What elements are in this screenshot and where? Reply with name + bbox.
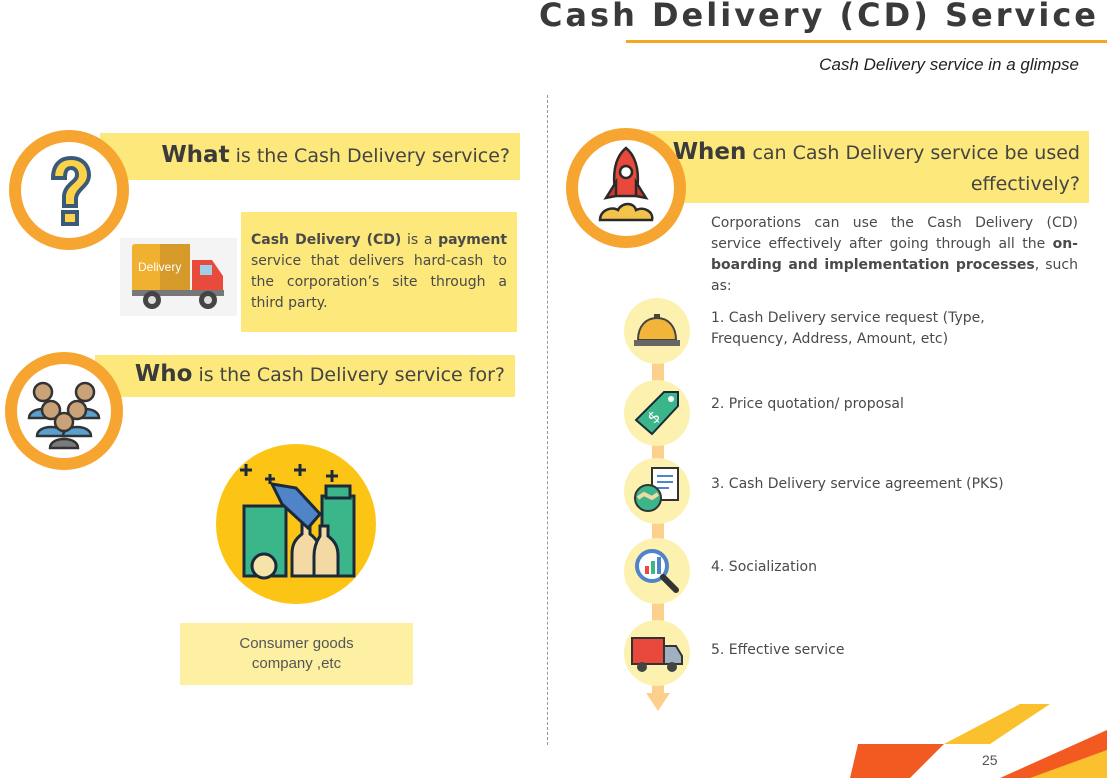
who-heading: Who is the Cash Delivery service for? [134,361,505,387]
delivery-label: Delivery [138,260,181,274]
page-number: 25 [982,752,998,768]
page-title: Cash Delivery (CD) Service [538,0,1099,34]
what-heading-band [100,133,520,180]
consumer-goods-icon [216,444,376,604]
page-subtitle: Cash Delivery service in a glimpse [819,55,1079,74]
step-4-text: 4. Socialization [711,559,817,575]
what-heading: What is the Cash Delivery service? [161,142,510,168]
column-divider [547,95,548,745]
service-bell-icon [624,298,690,364]
what-description-box [241,212,517,332]
timeline-arrow [646,693,670,711]
target-customers-box: Consumer goods company ,etc [180,623,413,685]
target-customers-text: Consumer goods company ,etc [239,635,354,672]
people-group-icon [5,352,123,470]
price-tag-icon: $ [624,380,690,446]
when-heading: When can Cash Delivery service be used e… [672,139,1080,195]
what-description: Cash Delivery (CD) is a payment service … [251,232,508,311]
rocket-icon [566,128,686,248]
who-heading-band [95,355,515,397]
title-underline [626,40,1107,43]
step-3-text: 3. Cash Delivery service agreement (PKS) [711,476,1004,492]
step-1-text: 1. Cash Delivery service request (Type, … [711,310,985,347]
delivery-truck-icon [624,620,690,686]
step-5-text: 5. Effective service [711,642,845,658]
corner-decoration [850,704,1107,778]
when-intro: Corporations can use the Cash Delivery (… [711,215,1078,294]
delivery-truck-image: Delivery [120,238,237,316]
magnifier-chart-icon [624,538,690,604]
agreement-handshake-icon [624,458,690,524]
question-mark-icon [9,130,129,250]
step-2-text: 2. Price quotation/ proposal [711,396,904,412]
